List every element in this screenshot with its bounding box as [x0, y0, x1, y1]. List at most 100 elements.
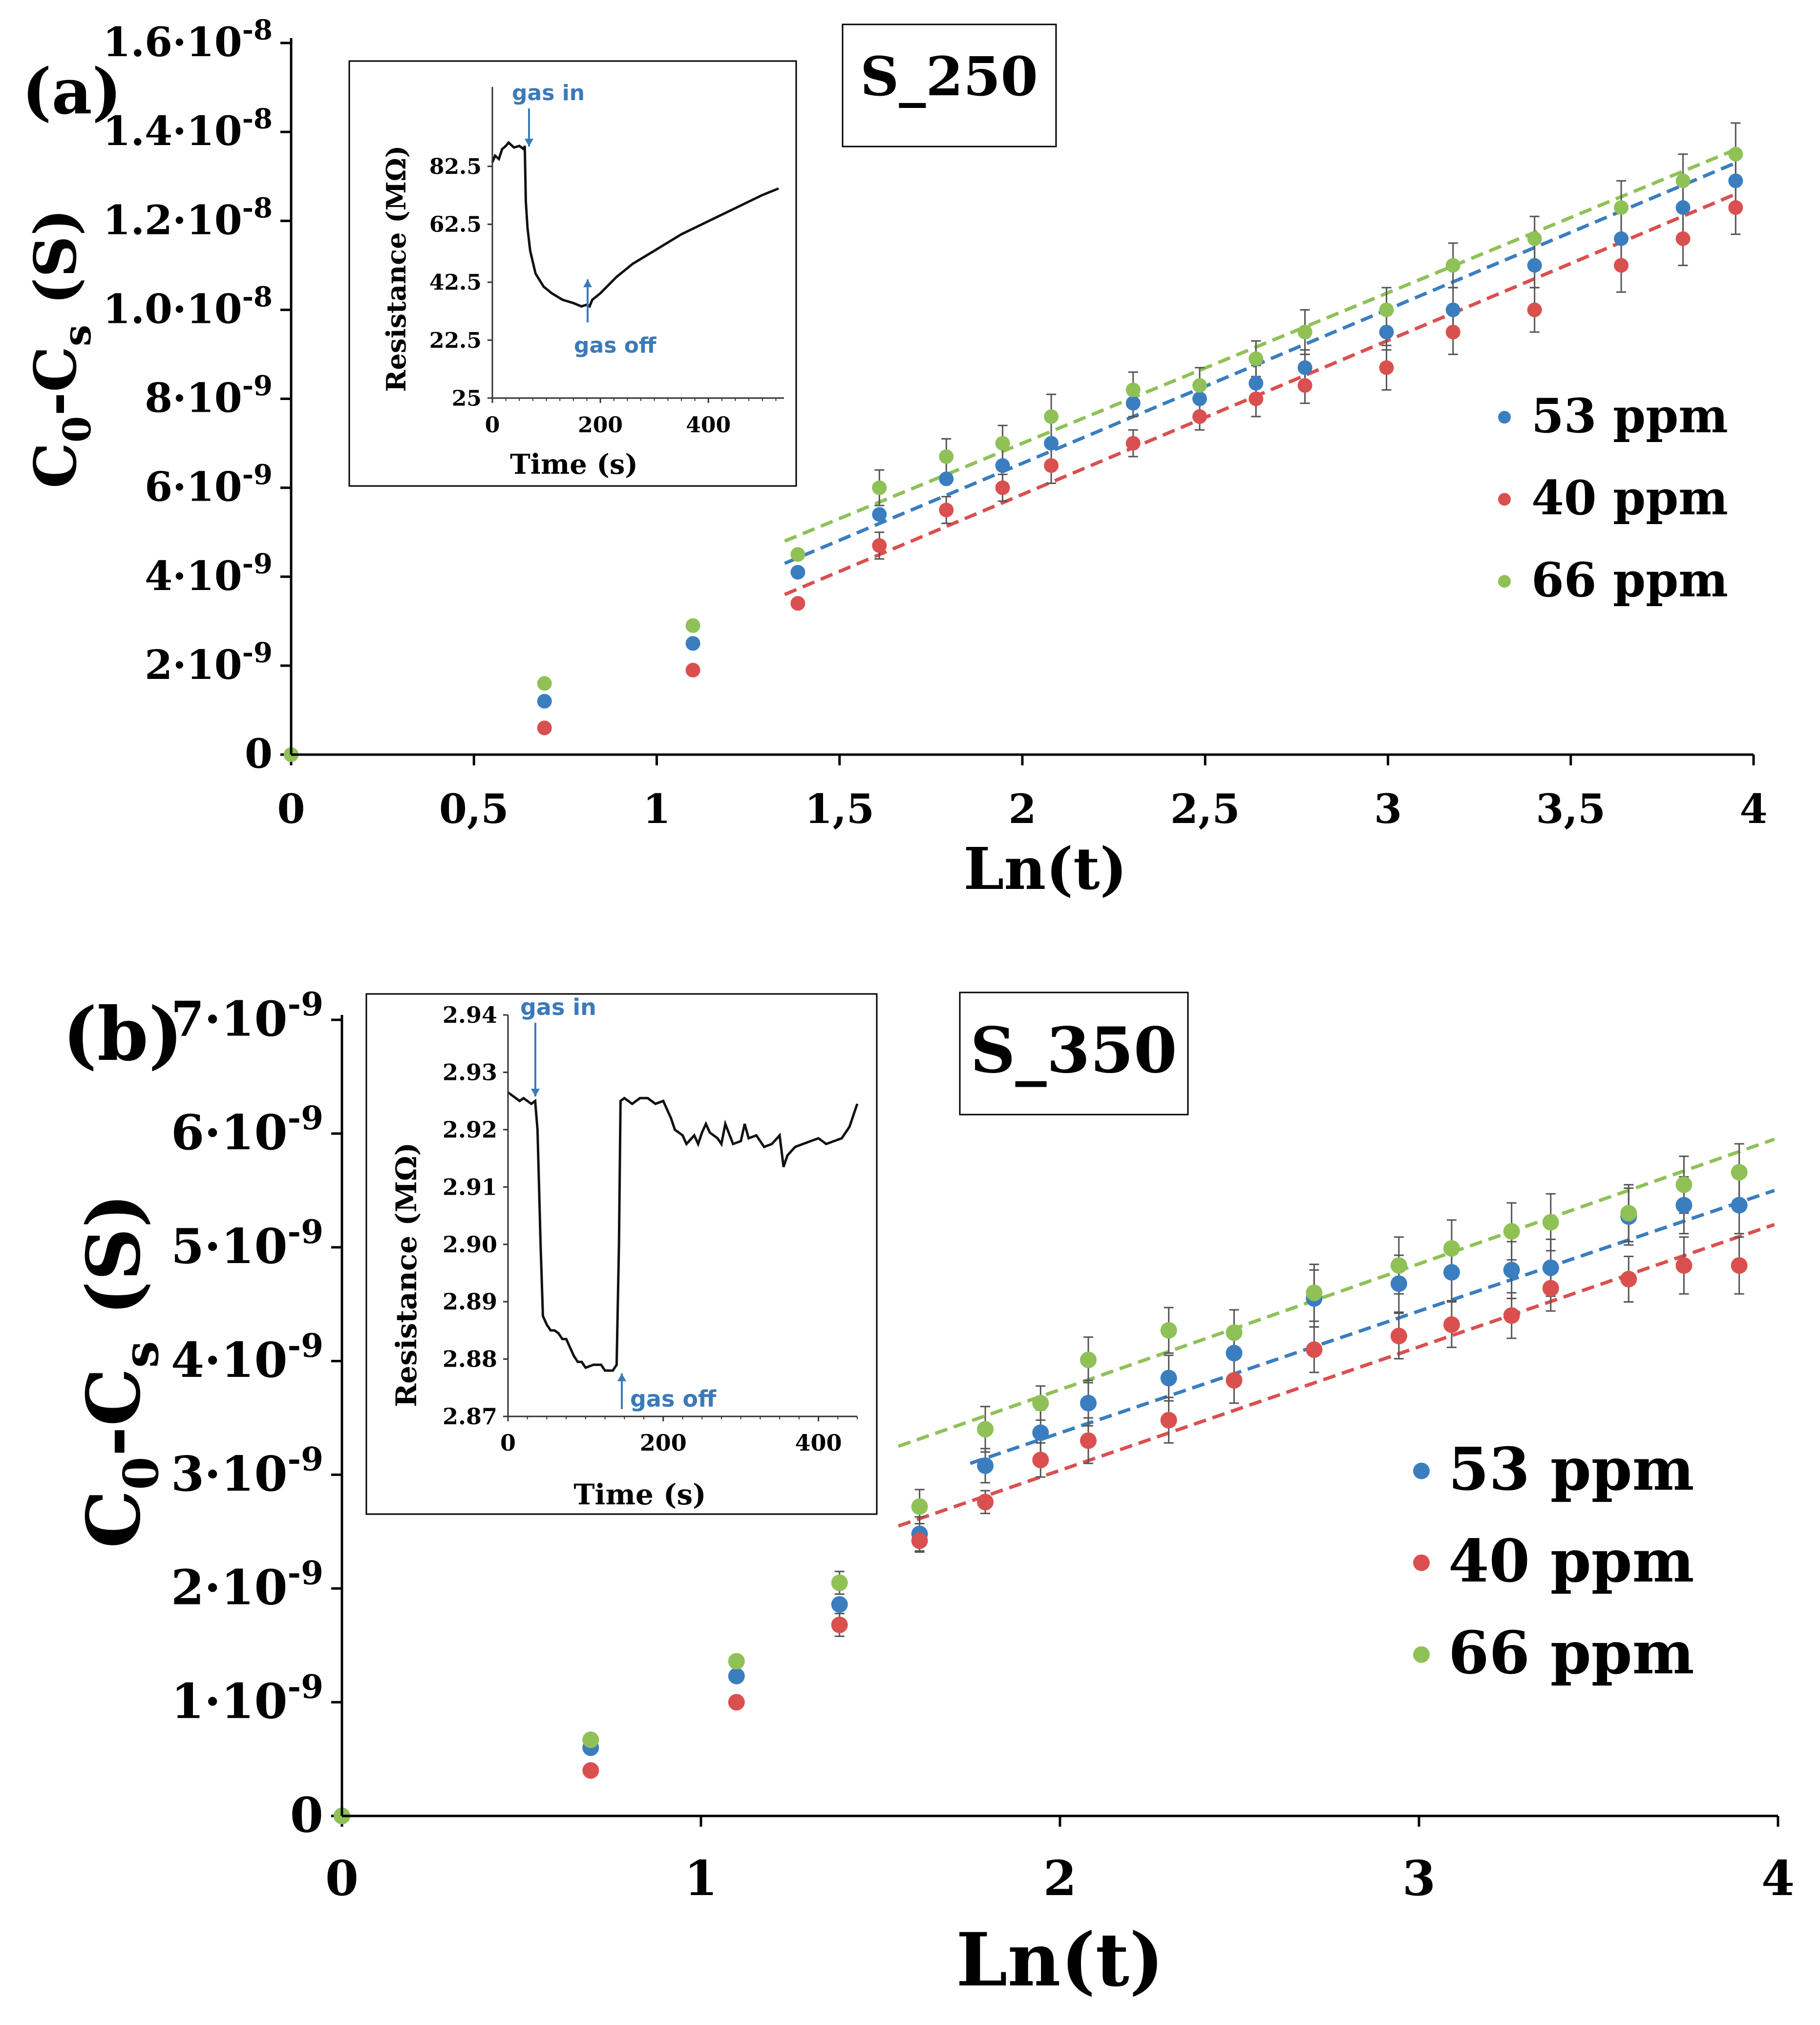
data-point [1306, 1341, 1323, 1358]
panel-a-fit-lines [784, 148, 1736, 596]
data-point [1125, 396, 1141, 411]
data-point [537, 694, 552, 709]
data-point [1503, 1223, 1520, 1240]
data-point [1675, 1257, 1693, 1274]
data-point [728, 1653, 745, 1670]
data-point [1379, 302, 1394, 317]
x-tick-label: 3 [1374, 786, 1402, 833]
inset-a-x-title: Time (s) [510, 448, 638, 481]
svg-text:C0-Cs (S): C0-Cs (S) [21, 209, 100, 488]
data-point [1306, 1284, 1323, 1301]
data-point [1226, 1345, 1243, 1362]
gas-in-label: gas in [520, 994, 596, 1020]
data-point [1620, 1204, 1637, 1222]
y-tick-exponent: -9 [242, 370, 273, 402]
y-tick-mantissa: 0 [290, 1787, 323, 1843]
data-point [1542, 1280, 1559, 1297]
y-tick-exponent: -9 [288, 1213, 323, 1251]
y-title-c: C [71, 1490, 157, 1548]
data-point [537, 720, 552, 736]
inset-x-tick-label: 0 [485, 413, 500, 438]
inset-b-annotations: gas in gas off [520, 994, 717, 1412]
inset-x-tick-label: 0 [500, 1430, 516, 1456]
data-point [1503, 1262, 1520, 1279]
inset-y-tick-label: 2.94 [443, 1002, 497, 1028]
data-point [872, 507, 887, 522]
data-point [1044, 409, 1059, 424]
data-point [582, 1731, 599, 1748]
y-title-sub0: 0 [113, 1456, 169, 1490]
data-point [1675, 1197, 1693, 1214]
y-tick-mantissa: 1.6·10 [103, 19, 242, 66]
panel-a-sample-label: S_250 [860, 45, 1038, 108]
fit-line [970, 1188, 1775, 1465]
inset-b-resistance-curve [507, 1091, 859, 1372]
data-point [1731, 1197, 1748, 1214]
data-point [872, 480, 887, 495]
y-tick-mantissa: 5·10 [171, 1219, 288, 1275]
data-point [831, 1596, 848, 1613]
data-point [1080, 1432, 1097, 1449]
data-point [685, 636, 700, 651]
data-point [1249, 351, 1264, 366]
data-point [977, 1494, 994, 1511]
data-point [1527, 258, 1542, 273]
data-point [911, 1498, 928, 1515]
legend-marker [1498, 575, 1511, 588]
y-tick-label: 2·10-9 [145, 636, 273, 688]
data-point [1226, 1324, 1243, 1341]
inset-y-tick-label: 2.89 [443, 1288, 497, 1315]
y-tick-label: 1.4·10-8 [103, 103, 273, 155]
x-tick-label: 0,5 [439, 786, 509, 833]
inset-y-tick-label: 2.90 [443, 1231, 497, 1258]
data-point [1044, 458, 1059, 473]
y-tick-label: 1.2·10-8 [103, 192, 273, 244]
fit-line [784, 148, 1736, 543]
data-point [1542, 1214, 1559, 1231]
x-tick-label: 2,5 [1170, 786, 1240, 833]
data-point [1226, 1372, 1243, 1389]
y-tick-label: 1.6·10-8 [103, 14, 273, 66]
data-point [582, 1762, 599, 1779]
data-point [790, 547, 805, 562]
data-point [1080, 1351, 1097, 1369]
y-tick-mantissa: 3·10 [171, 1446, 288, 1502]
y-tick-mantissa: 7·10 [171, 991, 288, 1047]
inset-y-tick-label: 2.91 [443, 1174, 497, 1200]
inset-x-tick-label: 400 [686, 413, 731, 438]
data-point [1379, 324, 1394, 339]
y-tick-label: 1.0·10-8 [103, 281, 273, 333]
y-title-dash: -C [21, 346, 89, 416]
panel-a-inset: 25 22.5 42.5 62.5 82.5 0 200 400 Time (s) Resi… [348, 60, 797, 487]
legend-label: 53 ppm [1531, 388, 1728, 443]
data-point [872, 538, 887, 553]
panel-b-x-tick-labels: 0 1 2 3 4 [325, 1816, 1795, 1907]
legend-marker [1413, 1646, 1430, 1663]
data-point [1192, 378, 1207, 393]
y-tick-exponent: -9 [242, 459, 273, 491]
y-title-subs: s [113, 1341, 169, 1368]
panel-b-inset: 2.87 2.88 2.89 2.90 2.91 2.92 2.93 2.94 0 200 400… [365, 993, 878, 1515]
data-point [537, 676, 552, 691]
data-point [1728, 147, 1743, 162]
data-point [1080, 1394, 1097, 1412]
data-point [1390, 1257, 1407, 1274]
inset-a-y-title: Resistance (MΩ) [381, 146, 412, 392]
y-tick-mantissa: 8·10 [145, 375, 242, 422]
data-point [1675, 200, 1691, 215]
data-point [1125, 382, 1141, 398]
y-tick-label: 4·10-9 [145, 548, 273, 599]
data-point [911, 1532, 928, 1549]
data-point [1443, 1316, 1460, 1333]
y-tick-label: 8·10-9 [145, 370, 273, 422]
gas-off-label: gas off [630, 1386, 717, 1412]
y-tick-label: 0 [245, 731, 273, 778]
legend-marker [1413, 1554, 1430, 1571]
y-tick-mantissa: 2·10 [171, 1560, 288, 1616]
y-tick-mantissa: 4·10 [171, 1332, 288, 1389]
y-tick-exponent: -9 [288, 1099, 323, 1137]
inset-b-x-title: Time (s) [573, 1478, 706, 1511]
panel-b-y-axis-title: C0-Cs (S) [71, 1193, 169, 1548]
y-title-unit: (S) [21, 209, 89, 325]
